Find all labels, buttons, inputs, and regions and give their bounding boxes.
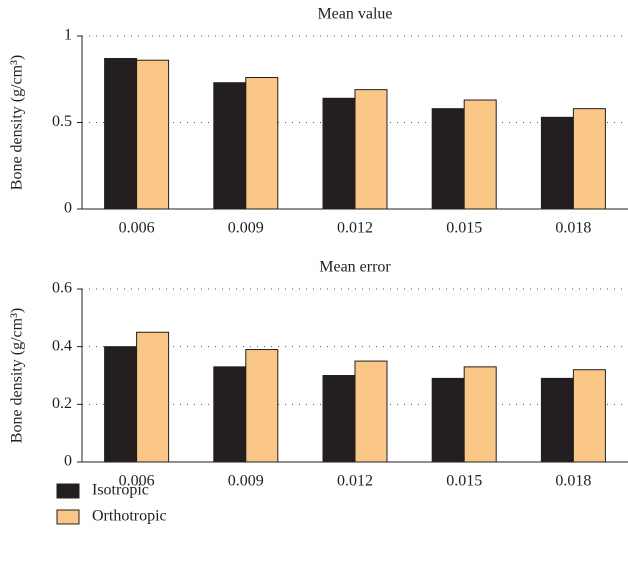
bar (245, 349, 279, 463)
y-tick-label: 0.5 (52, 113, 72, 130)
legend-swatch (56, 483, 80, 499)
x-tick-label: 0.018 (555, 220, 591, 237)
bar (136, 59, 170, 210)
bar (463, 99, 497, 210)
bar (572, 108, 606, 210)
bar (213, 82, 247, 210)
bar (322, 375, 356, 463)
bar (322, 97, 356, 210)
x-tick-label: 0.006 (119, 473, 155, 490)
x-tick-label: 0.015 (446, 473, 482, 490)
legend-swatch (56, 509, 80, 525)
bar (104, 346, 138, 463)
chart-title: Mean error (319, 259, 391, 276)
bar (572, 369, 606, 463)
bar (540, 377, 574, 463)
bar (463, 366, 497, 463)
y-tick-label: 0 (64, 200, 72, 217)
bar (354, 89, 388, 210)
x-tick-label: 0.009 (228, 220, 264, 237)
y-tick-label: 0.2 (52, 395, 72, 412)
x-tick-label: 0.006 (119, 220, 155, 237)
bar (540, 116, 574, 210)
y-axis-label: Bone density (g/cm³) (9, 55, 26, 190)
chart-title: Mean value (317, 6, 392, 23)
x-tick-label: 0.012 (337, 473, 373, 490)
bar (354, 360, 388, 463)
bar (431, 108, 465, 210)
legend-label: Orthotropic (92, 508, 167, 525)
x-tick-label: 0.018 (555, 473, 591, 490)
x-tick-label: 0.015 (446, 220, 482, 237)
x-tick-label: 0.012 (337, 220, 373, 237)
y-tick-label: 1 (64, 27, 72, 44)
bar (431, 377, 465, 463)
x-tick-label: 0.009 (228, 473, 264, 490)
bar (104, 57, 138, 210)
bar (136, 331, 170, 463)
y-tick-label: 0.6 (52, 280, 72, 297)
bar (245, 77, 279, 210)
y-axis-label: Bone density (g/cm³) (9, 308, 26, 443)
y-tick-label: 0 (64, 453, 72, 470)
bar (213, 366, 247, 463)
legend-label: Isotropic (92, 482, 149, 499)
y-tick-label: 0.4 (52, 337, 72, 354)
